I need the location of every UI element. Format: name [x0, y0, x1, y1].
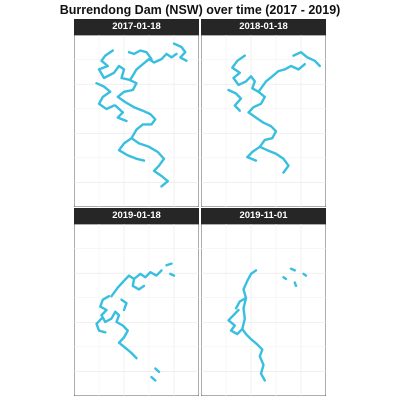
- panel-background: [201, 224, 326, 396]
- dam-shoreline-path: [120, 298, 128, 312]
- dam-shoreline-path: [293, 281, 298, 288]
- dam-shoreline-path: [150, 375, 157, 382]
- dam-shoreline-path: [154, 367, 161, 374]
- dam-shoreline-path: [99, 294, 138, 360]
- dam-shoreline-path: [282, 276, 288, 281]
- panel-background: [201, 35, 326, 207]
- dam-shoreline-path: [292, 51, 322, 68]
- chart-title: Burrendong Dam (NSW) over time (2017 - 2…: [59, 3, 341, 17]
- dam-shoreline-path: [257, 63, 307, 93]
- dam-shoreline-path: [110, 269, 163, 298]
- dam-shoreline-path: [131, 277, 146, 291]
- facet-strip-label: 2019-01-18: [74, 208, 199, 224]
- dam-shoreline-path: [117, 136, 146, 162]
- facet-strip-label: 2019-11-01: [201, 208, 326, 224]
- dam-shoreline-path: [172, 42, 188, 62]
- dam-shoreline-path: [231, 54, 290, 174]
- facet-panel-2019-01-18: 2019-01-18: [74, 208, 199, 396]
- facet-panel-2018-01-18: 2018-01-18: [201, 19, 326, 207]
- map-plot-area: [201, 35, 326, 207]
- facet-panel-2017-01-18: 2017-01-18: [74, 19, 199, 207]
- panel-background: [74, 35, 199, 207]
- map-plot-area: [74, 35, 199, 207]
- dam-shoreline-path: [241, 269, 258, 331]
- dam-shoreline-path: [302, 272, 308, 277]
- dam-shoreline-path: [227, 88, 243, 112]
- facet-strip-label: 2017-01-18: [74, 19, 199, 35]
- map-plot-area: [201, 224, 326, 396]
- dam-shoreline-path: [95, 82, 116, 111]
- dam-shoreline-path: [97, 49, 170, 188]
- dam-shoreline-path: [129, 52, 178, 81]
- panel-background: [74, 224, 199, 396]
- facet-strip-label: 2018-01-18: [201, 19, 326, 35]
- dam-shoreline-path: [246, 145, 261, 162]
- dam-shoreline-path: [169, 272, 176, 277]
- dam-shoreline-path: [95, 317, 107, 334]
- dam-shoreline-path: [127, 49, 153, 61]
- dam-shoreline-path: [227, 308, 266, 382]
- dam-shoreline-path: [234, 296, 248, 310]
- facet-panel-2019-11-01: 2019-11-01: [201, 208, 326, 396]
- dam-shoreline-path: [165, 262, 173, 267]
- map-plot-area: [74, 224, 199, 396]
- dam-shoreline-path: [114, 104, 128, 123]
- dam-shoreline-path: [289, 267, 297, 272]
